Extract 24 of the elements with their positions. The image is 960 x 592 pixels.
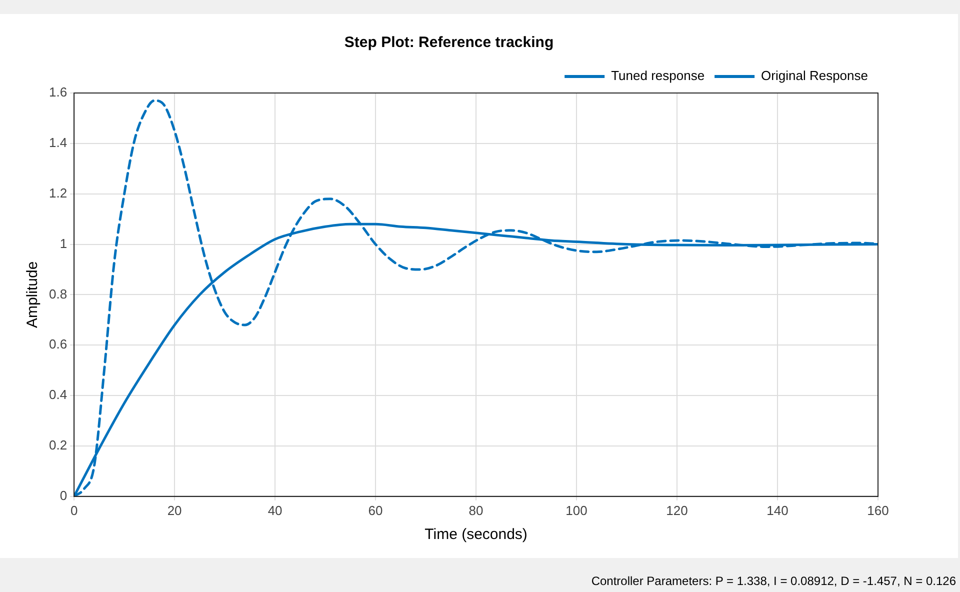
x-tick-label: 40 [268, 502, 282, 518]
x-tick-label: 100 [566, 502, 588, 518]
y-tick-label: 0 [60, 488, 68, 503]
y-tick-label: 0.2 [48, 438, 68, 453]
x-tick-label: 80 [468, 502, 484, 518]
text: Controller Parameters: P = 1.338, I = 0.08912, D = -1.457, N = 0.126 [591, 574, 956, 588]
y-tick-label: 1 [60, 236, 68, 251]
legend-label: Tuned response [611, 68, 705, 84]
x-tick-label: 120 [666, 502, 688, 518]
x-tick-label: 160 [867, 502, 889, 518]
x-tick-label: 0 [70, 502, 78, 518]
legend-label: Original Response [761, 68, 868, 84]
chart-title: Step Plot: Reference tracking [344, 34, 554, 52]
x-tick-label: 60 [368, 502, 383, 518]
y-axis-title: Amplitude [24, 261, 42, 328]
y-tick-label: 1.6 [48, 84, 68, 100]
y-tick-label: 0.8 [48, 286, 68, 302]
y-tick-label: 0.6 [48, 336, 68, 352]
x-axis-title: Time (seconds) [424, 526, 528, 544]
x-tick-label: 20 [167, 502, 182, 518]
y-tick-label: 0.4 [48, 387, 68, 402]
x-tick-label: 140 [766, 502, 788, 518]
y-tick-label: 1.2 [48, 185, 68, 200]
y-tick-label: 1.4 [48, 135, 68, 150]
